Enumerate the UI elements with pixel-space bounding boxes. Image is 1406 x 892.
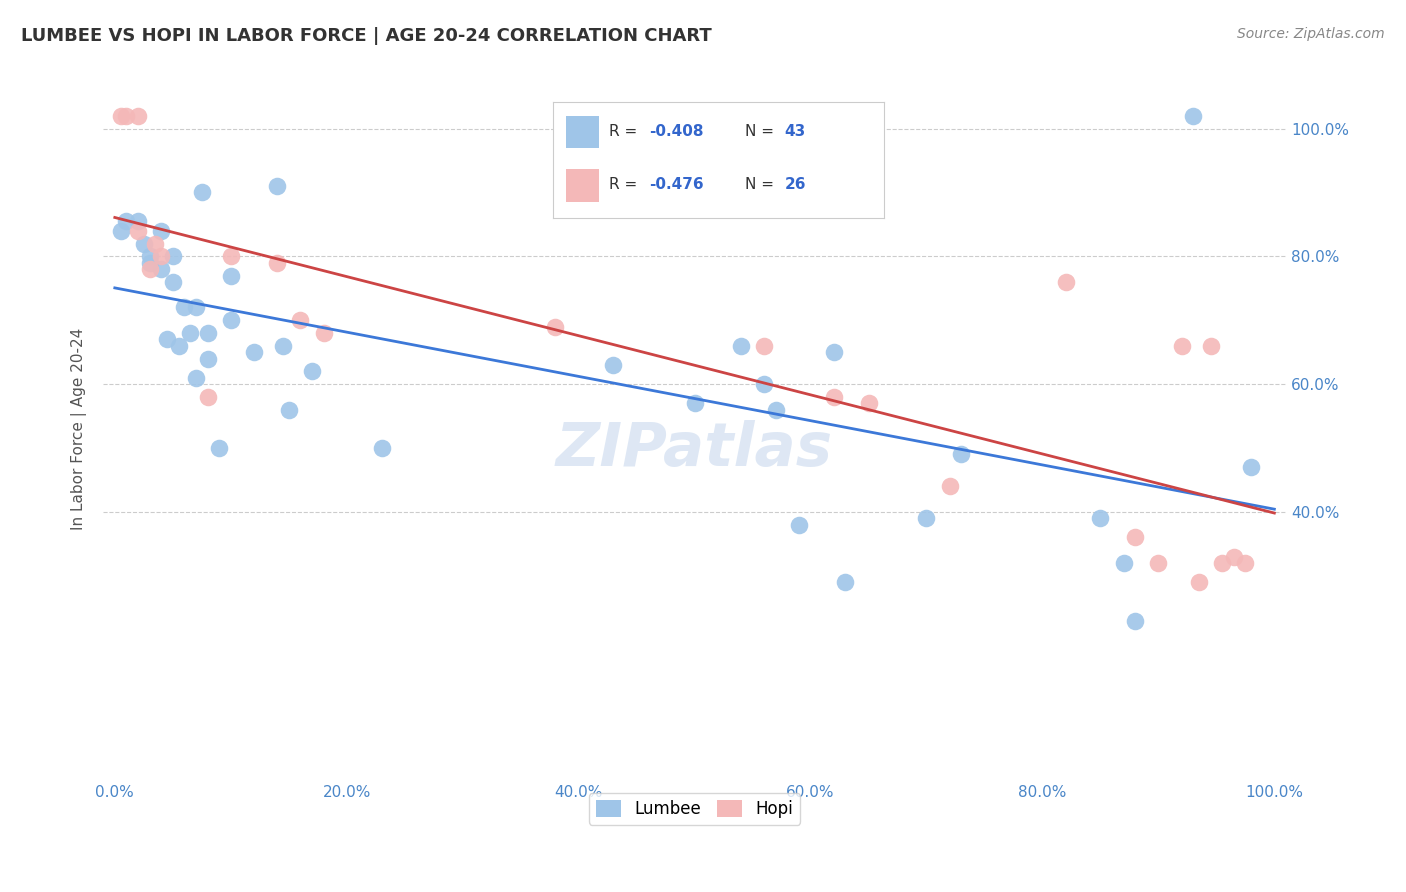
Point [602, 358, 624, 372]
Point [1123, 531, 1146, 545]
Point [184, 370, 207, 384]
Point [132, 236, 155, 251]
Point [915, 511, 938, 525]
Y-axis label: In Labor Force | Age 20-24: In Labor Force | Age 20-24 [72, 327, 87, 530]
Point [127, 109, 149, 123]
Point [752, 377, 775, 392]
Point [162, 249, 184, 263]
Point [191, 186, 214, 200]
Point [683, 396, 706, 410]
Point [277, 402, 299, 417]
Point [1211, 556, 1233, 570]
Legend: Lumbee, Hopi: Lumbee, Hopi [589, 793, 800, 825]
Point [266, 256, 288, 270]
Point [162, 275, 184, 289]
Point [950, 447, 973, 461]
Point [1199, 339, 1222, 353]
Point [544, 319, 567, 334]
Point [301, 364, 323, 378]
Point [138, 256, 160, 270]
Point [110, 109, 132, 123]
Point [167, 339, 190, 353]
Point [110, 224, 132, 238]
Point [1188, 575, 1211, 590]
Point [1147, 556, 1170, 570]
Point [1234, 556, 1257, 570]
Point [156, 333, 179, 347]
Point [115, 109, 138, 123]
Point [938, 479, 960, 493]
Point [1170, 339, 1192, 353]
Point [197, 326, 219, 340]
Point [730, 339, 752, 353]
Point [197, 351, 219, 366]
Point [858, 396, 880, 410]
Point [115, 214, 138, 228]
Point [752, 339, 775, 353]
Point [138, 249, 160, 263]
Point [150, 249, 173, 263]
Point [1112, 556, 1135, 570]
Text: Source: ZipAtlas.com: Source: ZipAtlas.com [1237, 27, 1385, 41]
Point [179, 326, 201, 340]
Point [271, 339, 294, 353]
Point [219, 268, 242, 283]
Point [312, 326, 335, 340]
Point [150, 262, 173, 277]
Point [219, 249, 242, 263]
Point [197, 390, 219, 404]
Point [127, 214, 149, 228]
Point [150, 224, 173, 238]
Point [1240, 460, 1263, 475]
Point [219, 313, 242, 327]
Point [1090, 511, 1112, 525]
Point [173, 301, 195, 315]
Point [243, 345, 266, 359]
Point [184, 301, 207, 315]
Point [266, 179, 288, 194]
Point [823, 390, 845, 404]
Text: LUMBEE VS HOPI IN LABOR FORCE | AGE 20-24 CORRELATION CHART: LUMBEE VS HOPI IN LABOR FORCE | AGE 20-2… [21, 27, 711, 45]
Text: ZIPatlas: ZIPatlas [555, 420, 834, 480]
Point [1054, 275, 1077, 289]
Point [1182, 109, 1205, 123]
Point [765, 402, 787, 417]
Point [787, 517, 810, 532]
Point [1123, 614, 1146, 628]
Point [208, 441, 231, 455]
Point [145, 236, 167, 251]
Point [370, 441, 392, 455]
Point [290, 313, 312, 327]
Point [138, 262, 160, 277]
Point [834, 575, 856, 590]
Point [1223, 549, 1246, 564]
Point [127, 224, 149, 238]
Point [823, 345, 845, 359]
